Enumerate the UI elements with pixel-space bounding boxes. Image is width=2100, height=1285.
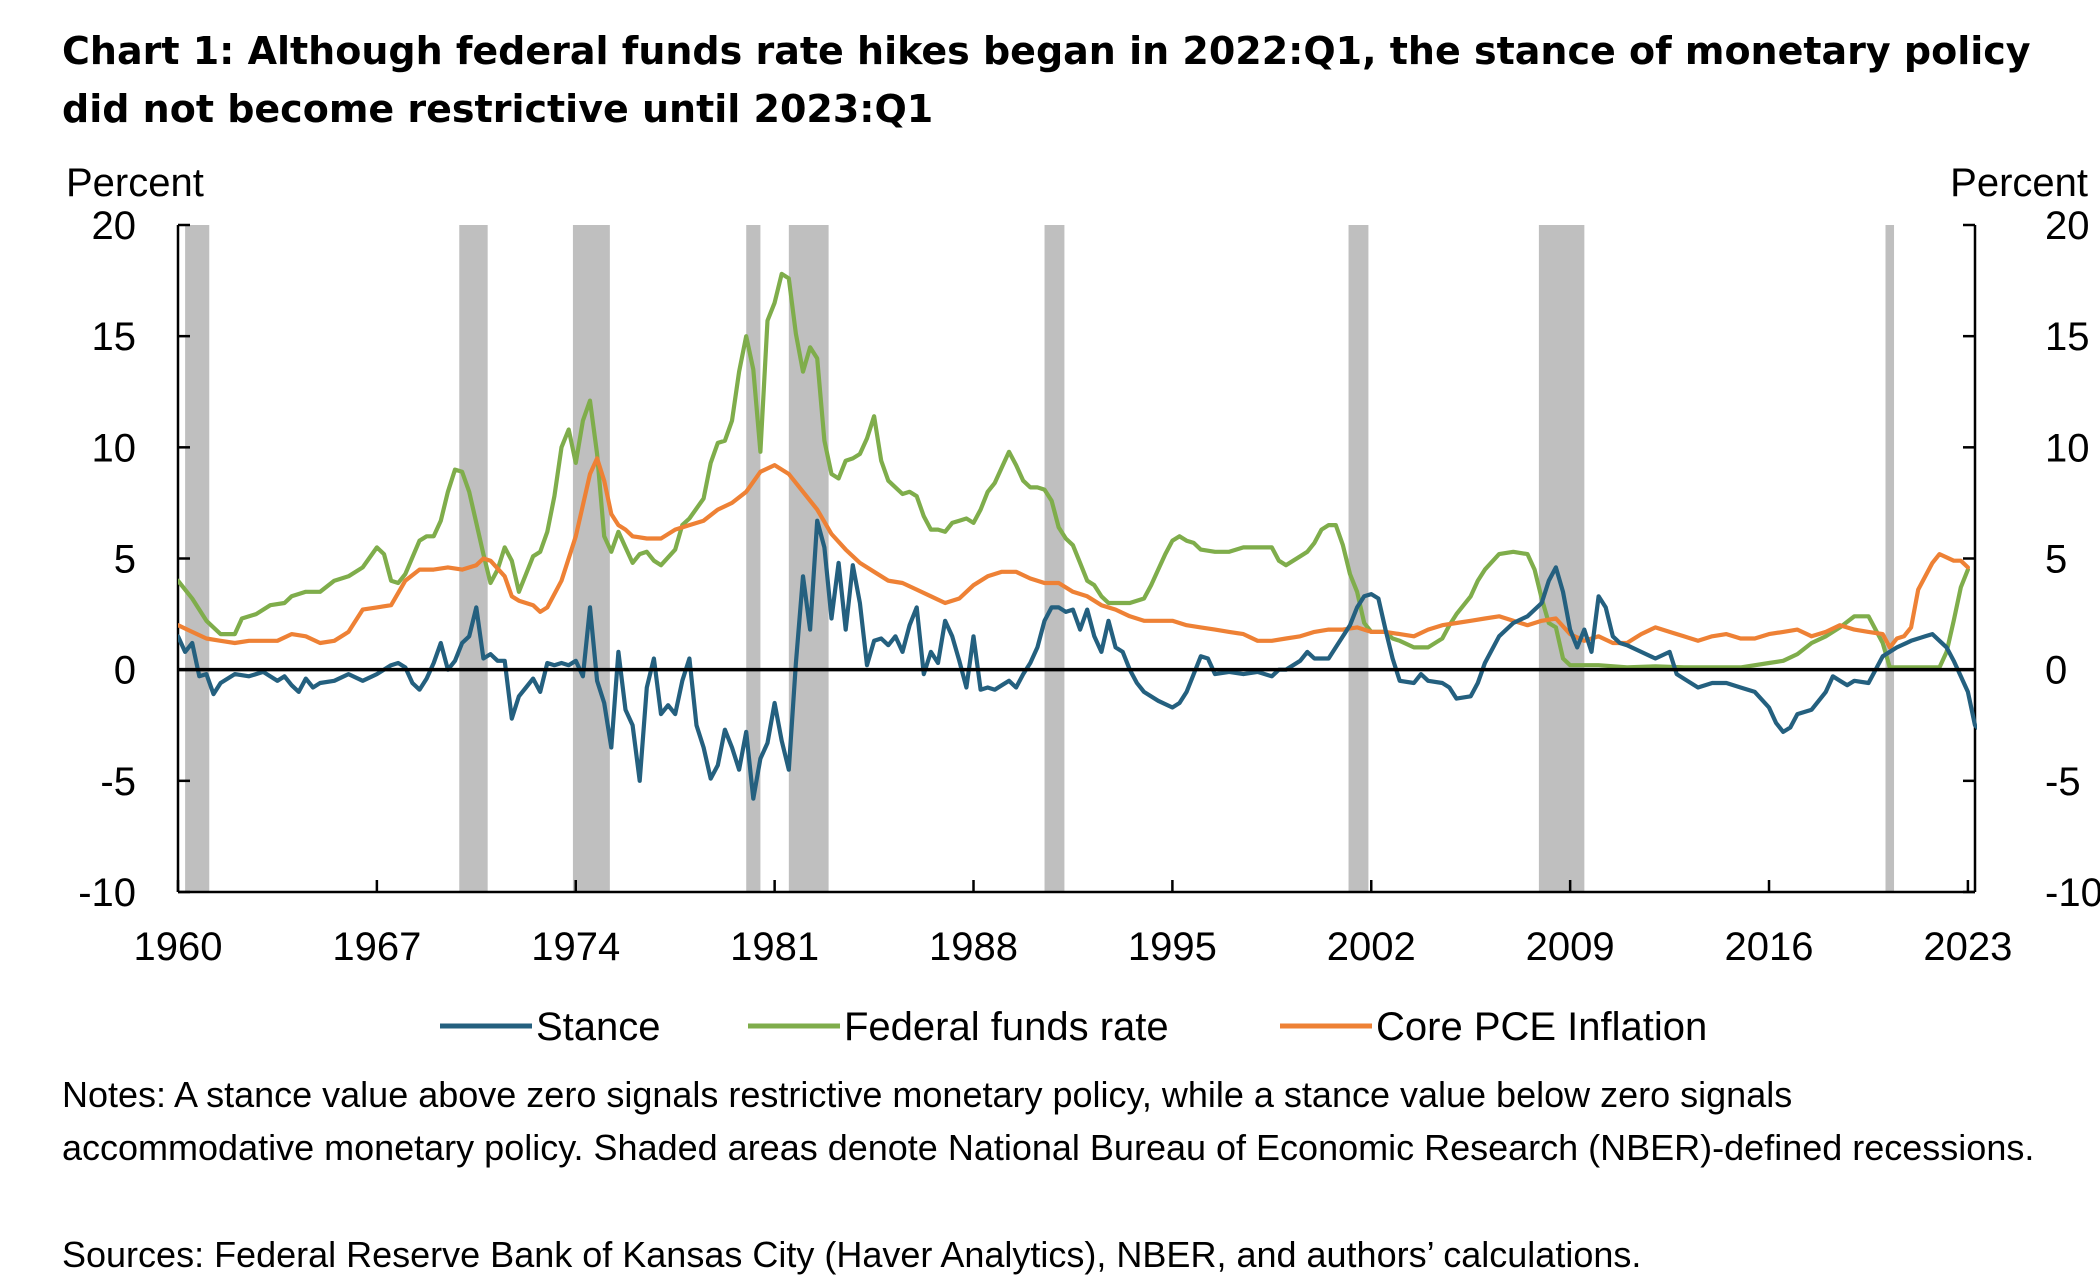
x-tick-label: 1960: [134, 925, 223, 969]
y-tick-label-left: 5: [114, 538, 136, 582]
recession-band-7: [1348, 225, 1369, 892]
recession-band-6: [1044, 225, 1065, 892]
series-line-stance: [178, 518, 1977, 801]
x-tick-label: 1988: [929, 925, 1018, 969]
y-tick-label-left: 20: [92, 204, 137, 248]
y-tick-label-right: 20: [2045, 204, 2090, 248]
y-tick-label-left: 10: [92, 426, 137, 470]
y-tick-label-left: -10: [78, 871, 136, 915]
chart-title: Chart 1: Although federal funds rate hik…: [62, 29, 2031, 131]
x-tick-label: 2009: [1526, 925, 1615, 969]
y-tick-label-right: 15: [2045, 315, 2090, 359]
legend: Stance Federal funds rate Core PCE Inflati…: [440, 1005, 1707, 1049]
y-axis-right-label: Percent: [1950, 161, 2088, 205]
chart-notes: Notes: A stance value above zero signals…: [62, 1074, 2035, 1168]
x-tick-label: 1995: [1128, 925, 1217, 969]
y-tick-label-left: 15: [92, 315, 137, 359]
chart-sources: Sources: Federal Reserve Bank of Kansas …: [62, 1234, 1642, 1275]
x-tick-label: 1981: [730, 925, 819, 969]
y-tick-label-left: 0: [114, 649, 136, 693]
x-tick-label: 2023: [1923, 925, 2012, 969]
y-tick-label-right: -5: [2045, 760, 2081, 804]
legend-label: Core PCE Inflation: [1376, 1005, 1707, 1049]
axes: Percent Percent 20 20 15 15 10 10 5 5 0 0 -5 -5 -10 -…: [66, 161, 2100, 969]
recession-band-8: [1538, 225, 1585, 892]
x-tick-label: 1967: [332, 925, 421, 969]
y-tick-label-right: 5: [2045, 538, 2067, 582]
recession-band-3: [572, 225, 610, 892]
series-line-core-pce-inflation: [178, 456, 1970, 650]
y-axis-left-label: Percent: [66, 161, 204, 205]
y-tick-label-right: 10: [2045, 426, 2090, 470]
legend-label: Federal funds rate: [844, 1005, 1169, 1049]
y-tick-label-right: 0: [2045, 649, 2067, 693]
recession-bands: [185, 225, 1895, 892]
series-lines: [178, 271, 1977, 801]
x-tick-label: 1974: [531, 925, 620, 969]
y-tick-label-right: -10: [2045, 871, 2100, 915]
x-tick-label: 2002: [1327, 925, 1416, 969]
y-tick-label-left: -5: [100, 760, 136, 804]
recession-band-9: [1885, 225, 1895, 892]
legend-label: Stance: [536, 1005, 661, 1049]
x-tick-label: 2016: [1725, 925, 1814, 969]
